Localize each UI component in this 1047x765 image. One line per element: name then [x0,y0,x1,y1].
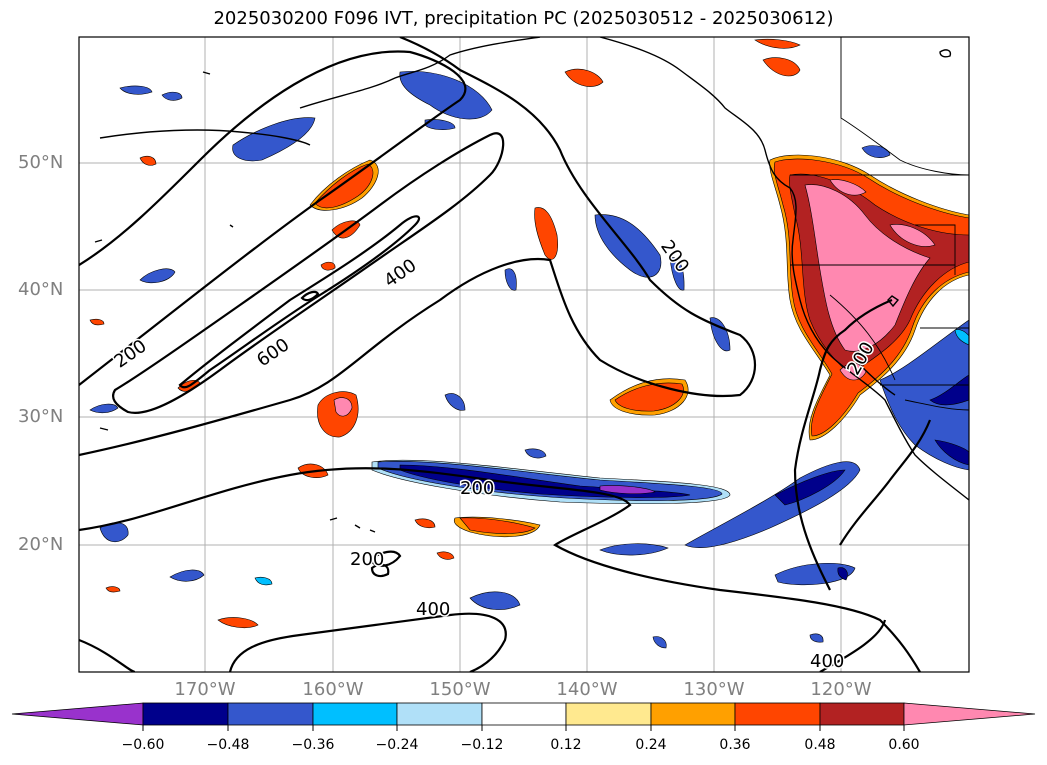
colorbar-tick-label: −0.24 [375,737,419,753]
lat-label: 30°N [18,406,64,427]
colorbar-bin [734,702,821,726]
lon-label: 130°W [683,679,745,700]
colorbar-bin [396,702,483,726]
border-lines [790,37,969,411]
contour-label: 200 [656,236,693,276]
colorbar-tick-label: −0.12 [460,737,504,753]
colorbar-tick-label: 0.60 [888,737,920,753]
contour-label: 200 [110,336,150,373]
colorbar-tick-label: −0.60 [121,737,165,753]
contour-label: 200 [460,478,494,499]
map-frame [78,36,970,673]
map-field: 200 600 400 200 200 200 200 400 400 [79,37,969,672]
lat-label: 20°N [18,534,64,555]
colorbar-extend-low [11,702,144,726]
colorbar-bin [650,702,736,726]
lon-label: 120°W [810,679,872,700]
negative-anomaly-areas [89,71,969,649]
islands [94,49,952,533]
colorbar-bin [819,702,905,726]
contour-label: 200 [350,549,384,570]
colorbar-bin [565,702,652,726]
contour-label: 400 [416,599,450,620]
colorbar-tick-label: 0.48 [804,737,836,753]
contour-label: 600 [253,334,293,371]
lon-label: 160°W [302,679,364,700]
ivt-contours [79,37,932,672]
lat-label: 50°N [18,152,64,173]
colorbar-tick-label: −0.36 [291,737,335,753]
colorbar-tick-label: −0.48 [206,737,250,753]
positive-anomaly-areas [89,38,969,629]
colorbar-extend-high [903,702,1036,726]
coastlines [99,37,969,501]
lon-label: 140°W [556,679,618,700]
colorbar-bin [481,702,567,726]
colorbar-tick-label: 0.36 [719,737,751,753]
map-title: 2025030200 F096 IVT, precipitation PC (2… [213,8,834,29]
contour-label: 400 [810,651,844,672]
lon-label: 150°W [429,679,491,700]
colorbar [11,702,1036,731]
lon-label: 170°W [174,679,236,700]
contour-label: 400 [380,255,420,292]
colorbar-bin [142,702,229,726]
colorbar-bin [227,702,314,726]
colorbar-tick-label: 0.12 [550,737,582,753]
colorbar-bin [312,702,398,726]
colorbar-tick-label: 0.24 [635,737,667,753]
lat-label: 40°N [18,279,64,300]
colorbar-tickmarks [142,725,905,731]
